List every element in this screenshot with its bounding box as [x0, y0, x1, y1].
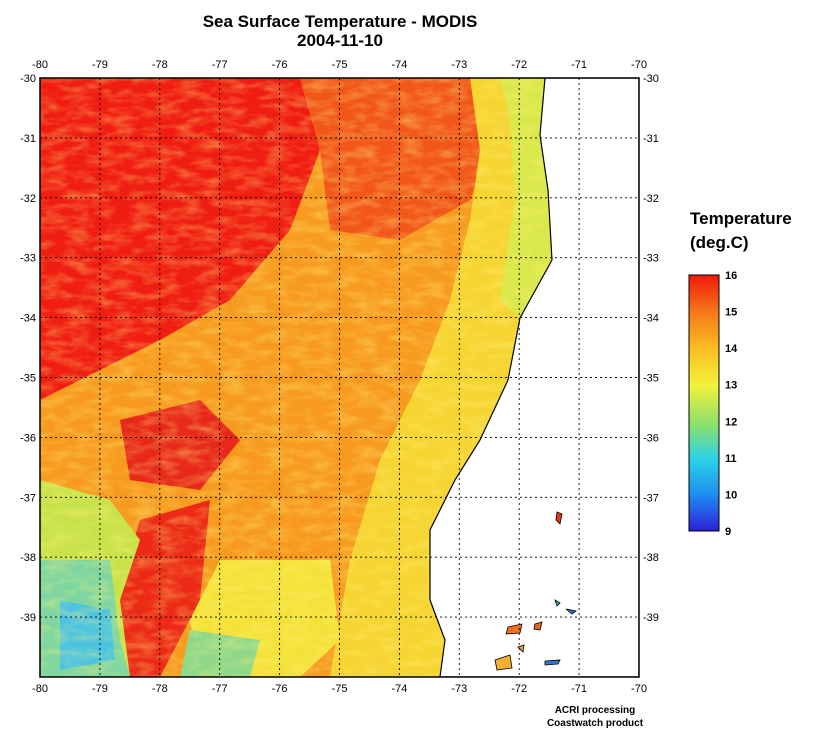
- lat-tick-label-right: -31: [643, 133, 659, 145]
- lat-tick-label-right: -37: [643, 492, 659, 504]
- credit-processing: ACRI processing: [554, 705, 636, 716]
- lon-tick-label-bottom: -79: [92, 683, 108, 695]
- lat-tick-label-right: -32: [643, 193, 659, 205]
- legend-title: Temperature: [690, 209, 792, 228]
- lat-tick-label-left: -31: [20, 133, 36, 145]
- lon-tick-label-bottom: -77: [212, 683, 228, 695]
- lat-tick-label-left: -36: [20, 432, 36, 444]
- lon-tick-label-bottom: -80: [32, 683, 48, 695]
- lon-tick-label-top: -71: [571, 59, 587, 71]
- lat-tick-label-right: -35: [643, 373, 659, 385]
- axis-ticks: -80 -80 -79 -79 -78 -78 -77 -77 -76 -76 -75 -75 -74 -…: [20, 59, 659, 695]
- lon-tick-label-top: -73: [451, 59, 467, 71]
- legend-tick-label: 9: [725, 526, 731, 538]
- lat-tick-label-left: -30: [20, 73, 36, 85]
- legend-tick-label: 14: [725, 343, 738, 355]
- sst-field: [40, 78, 639, 677]
- lat-tick-label-left: -39: [20, 612, 36, 624]
- legend-tick-label: 13: [725, 380, 737, 392]
- credit-product: Coastwatch product: [546, 718, 644, 729]
- lon-tick-label-bottom: -76: [272, 683, 288, 695]
- lon-tick-label-top: -79: [92, 59, 108, 71]
- lon-tick-label-bottom: -72: [511, 683, 527, 695]
- lon-tick-label-top: -70: [631, 59, 647, 71]
- legend-unit: (deg.C): [690, 233, 749, 252]
- lon-tick-label-bottom: -70: [631, 683, 647, 695]
- map-date: 2004-11-10: [296, 31, 384, 50]
- lon-tick-label-bottom: -75: [332, 683, 348, 695]
- lat-tick-label-right: -36: [643, 432, 659, 444]
- lat-tick-label-left: -37: [20, 492, 36, 504]
- lon-tick-label-top: -76: [272, 59, 288, 71]
- lat-tick-label-right: -30: [643, 73, 659, 85]
- legend-tick-label: 11: [725, 453, 737, 465]
- lat-tick-label-left: -38: [20, 552, 36, 564]
- lon-tick-label-top: -78: [152, 59, 168, 71]
- lat-tick-label-right: -33: [643, 253, 659, 265]
- lat-tick-label-left: -35: [20, 373, 36, 385]
- lat-tick-label-left: -34: [20, 313, 36, 325]
- lon-tick-label-top: -75: [332, 59, 348, 71]
- legend-colorbar: [688, 274, 720, 532]
- legend-tick-label: 10: [725, 489, 737, 501]
- lat-tick-label-right: -34: [643, 313, 659, 325]
- lon-tick-label-top: -80: [32, 59, 48, 71]
- lon-tick-label-top: -74: [391, 59, 407, 71]
- map-frame: [39, 77, 640, 678]
- lon-tick-label-top: -72: [511, 59, 527, 71]
- legend-tick-label: 15: [725, 307, 737, 319]
- lon-tick-label-top: -77: [212, 59, 228, 71]
- lon-tick-label-bottom: -71: [571, 683, 587, 695]
- lat-tick-label-left: -33: [20, 253, 36, 265]
- islands: [494, 511, 577, 671]
- legend-tick-label: 16: [725, 270, 737, 282]
- lon-tick-label-bottom: -78: [152, 683, 168, 695]
- lon-tick-label-bottom: -73: [451, 683, 467, 695]
- legend-labels: 16 15 14 13 12 11 10 9: [725, 270, 738, 538]
- lat-tick-label-right: -38: [643, 552, 659, 564]
- lat-tick-label-right: -39: [643, 612, 659, 624]
- lon-tick-label-bottom: -74: [391, 683, 407, 695]
- legend-tick-label: 12: [725, 416, 737, 428]
- map-title: Sea Surface Temperature - MODIS: [202, 12, 478, 31]
- lat-tick-label-left: -32: [20, 193, 36, 205]
